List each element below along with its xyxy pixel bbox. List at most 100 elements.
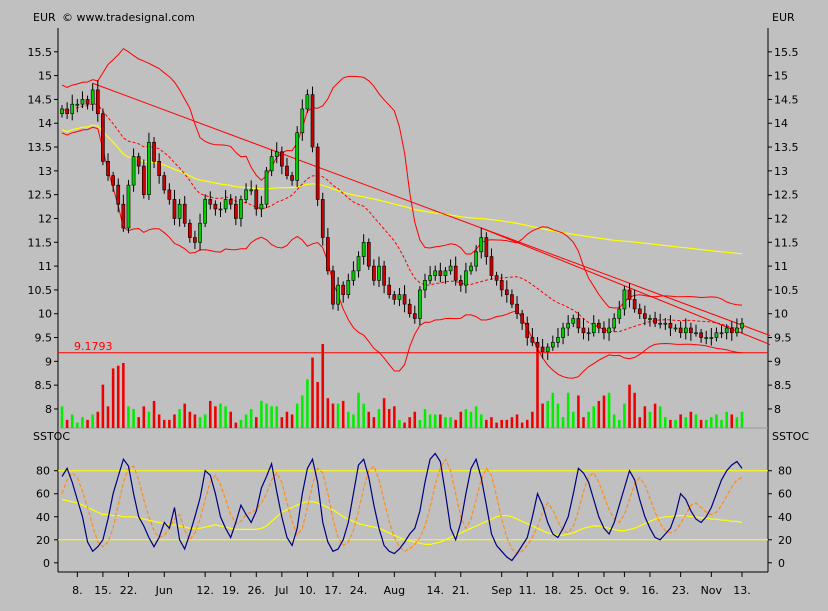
candle-body — [683, 327, 688, 334]
price-tick-label-left: 8.5 — [35, 379, 53, 392]
time-tick-label: Nov — [701, 584, 723, 597]
price-tick-label-left: 12 — [38, 212, 52, 225]
candle-body — [65, 108, 69, 115]
price-tick-label-right: 14 — [774, 117, 788, 130]
volume-bar — [106, 406, 110, 428]
candle — [418, 286, 422, 326]
volume-bar — [295, 403, 299, 428]
candle-body — [525, 322, 530, 338]
volume-bar — [173, 414, 176, 428]
candle-body — [157, 161, 161, 176]
candle — [402, 285, 407, 313]
time-tick-label: 9. — [619, 584, 630, 597]
volume-bar — [111, 368, 115, 428]
candle-body — [346, 280, 351, 295]
volume-bar — [255, 417, 258, 428]
volume-bar — [341, 400, 345, 428]
candle-body — [290, 175, 294, 181]
candle-body — [218, 208, 223, 211]
volume-bar — [561, 417, 565, 428]
candle-body — [530, 337, 535, 343]
candle-body — [182, 203, 187, 224]
time-tick-label: Sep — [491, 584, 512, 597]
candle-body — [443, 270, 448, 276]
candle — [525, 316, 530, 346]
volume-bar — [137, 417, 140, 428]
candle-body — [131, 156, 136, 186]
volume-bar — [413, 411, 417, 428]
candle — [244, 183, 248, 204]
volume-bar — [301, 395, 304, 428]
candle — [612, 313, 617, 332]
candle — [218, 202, 223, 218]
volume-bar — [674, 419, 677, 428]
candle — [264, 167, 269, 208]
price-tick-label-right: 14.5 — [774, 93, 799, 106]
candle — [182, 196, 187, 228]
volume-bar — [132, 409, 135, 428]
time-tick-label: 25. — [570, 584, 588, 597]
volume-bar — [249, 409, 253, 428]
candle-body — [95, 89, 100, 115]
volume-bar — [214, 406, 217, 428]
time-tick-label: 21. — [452, 584, 470, 597]
price-tick-label-right: 13 — [774, 165, 788, 178]
volume-bar — [623, 403, 626, 428]
volume-bar — [704, 419, 708, 428]
candle — [724, 324, 729, 340]
candle — [310, 86, 315, 153]
volume-bar — [357, 392, 360, 428]
volume-bar — [162, 419, 166, 428]
candle — [740, 318, 744, 334]
volume-bar — [331, 403, 335, 428]
candle-body — [331, 270, 335, 305]
candle-body — [341, 284, 346, 295]
time-tick-label: 23. — [672, 584, 690, 597]
candle — [239, 195, 243, 227]
candle-body — [249, 189, 254, 192]
candle — [366, 238, 371, 270]
time-tick-label: Oct — [594, 584, 614, 597]
stoch-title-left: SSTOC — [33, 430, 70, 443]
candle — [136, 152, 141, 175]
volume-bar — [403, 422, 406, 428]
candle — [448, 259, 453, 275]
candle-body — [121, 203, 126, 229]
candle-body — [85, 99, 90, 105]
candle-body — [704, 337, 709, 339]
candle — [443, 267, 448, 284]
volume-bar — [244, 414, 248, 428]
candle — [709, 328, 714, 346]
candle-body — [234, 203, 238, 219]
volume-bar — [474, 406, 478, 428]
candle — [469, 262, 473, 275]
candle-body — [729, 327, 734, 334]
candle-body — [382, 265, 386, 286]
candle-body — [101, 113, 105, 162]
volume-bar — [648, 411, 652, 428]
candle-body — [510, 294, 514, 305]
candle-body — [622, 289, 627, 310]
volume-bar — [607, 392, 611, 428]
volume-bar — [669, 419, 672, 428]
indicator-overlays — [61, 47, 771, 379]
candle — [95, 80, 100, 122]
candle-body — [719, 332, 724, 335]
candle — [678, 321, 683, 338]
stochastic-panel — [58, 452, 768, 562]
time-tick-label: Jun — [155, 584, 173, 597]
candle — [499, 273, 504, 297]
volume-bar — [459, 411, 463, 428]
volume-bar — [577, 395, 580, 428]
candle — [658, 313, 663, 329]
candle — [556, 328, 560, 348]
candle — [535, 337, 540, 353]
candle-body — [315, 146, 320, 200]
candle — [331, 265, 335, 310]
time-tick-label: 24. — [350, 584, 368, 597]
volume-bar — [699, 419, 703, 428]
volume-bar — [423, 409, 427, 428]
candle-body — [545, 346, 550, 353]
candle-body — [254, 189, 259, 210]
